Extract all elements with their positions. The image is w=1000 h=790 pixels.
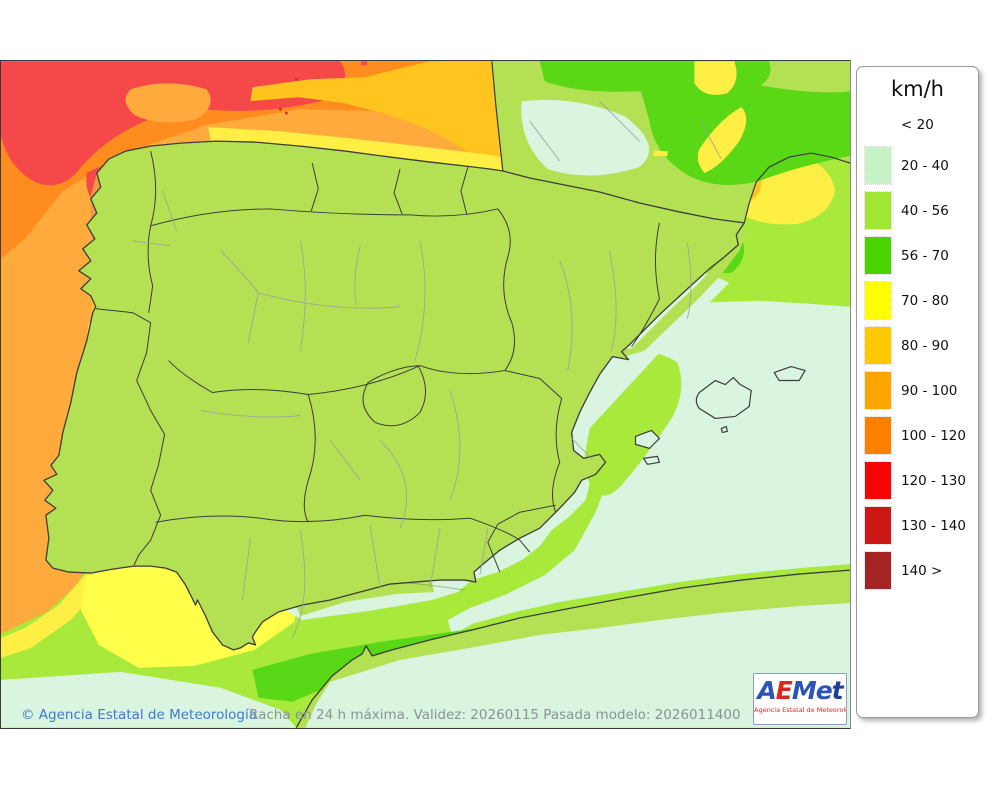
legend-row: 90 - 100 bbox=[864, 371, 978, 410]
mallorca bbox=[695, 376, 752, 420]
aemet-logo: AEMet Agencia Estatal de Meteorología bbox=[753, 673, 847, 725]
legend-swatch bbox=[864, 236, 892, 275]
legend-swatch bbox=[864, 191, 892, 230]
aemet-logo-letter: A bbox=[757, 676, 776, 705]
legend-row: 80 - 90 bbox=[864, 326, 978, 365]
ibiza bbox=[634, 429, 661, 449]
sea-med-mint bbox=[447, 300, 850, 636]
legend-swatch bbox=[864, 146, 892, 185]
cabrera bbox=[720, 425, 728, 434]
legend-label: 70 - 80 bbox=[901, 292, 949, 309]
legend-label: 90 - 100 bbox=[901, 382, 958, 399]
legend-row: 20 - 40 bbox=[864, 146, 978, 185]
copyright-text: © Agencia Estatal de Meteorología bbox=[21, 707, 258, 723]
formentera bbox=[642, 455, 661, 465]
sea-yellow-band-north bbox=[208, 127, 503, 172]
map-caption: Racha en 24 h máxima. Validez: 20260115 … bbox=[249, 707, 741, 723]
legend-title: km/h bbox=[890, 77, 944, 101]
legend-label: < 20 bbox=[901, 117, 934, 133]
legend-label: 20 - 40 bbox=[901, 157, 949, 174]
aemet-logo-letter: E bbox=[775, 676, 793, 705]
legend-row: 120 - 130 bbox=[864, 461, 978, 500]
balearic-islands bbox=[634, 365, 806, 465]
aemet-logo-letter: t bbox=[831, 676, 844, 705]
france-yellow-1 bbox=[694, 61, 737, 95]
legend-label: 80 - 90 bbox=[901, 337, 949, 354]
france-yellow-2 bbox=[697, 107, 747, 174]
legend-label: 130 - 140 bbox=[901, 517, 966, 534]
legend-row: 130 - 140 bbox=[864, 506, 978, 545]
legend-swatch bbox=[864, 281, 892, 320]
sea-sw-mint bbox=[1, 671, 297, 728]
malaga-coast-band bbox=[295, 582, 434, 616]
map-frame: © Agencia Estatal de Meteorología Racha … bbox=[0, 60, 851, 729]
legend-row: 100 - 120 bbox=[864, 416, 978, 455]
france-green-east bbox=[639, 80, 850, 185]
legend-swatch bbox=[864, 551, 892, 590]
legend-rows: < 20 20 - 40 40 - 56 56 - 70 70 - 80 80 - 90 9… bbox=[857, 113, 978, 590]
legend-row: 70 - 80 bbox=[864, 281, 978, 320]
legend-row: 56 - 70 bbox=[864, 236, 978, 275]
sea-red-hole-orange bbox=[125, 83, 211, 123]
legend-panel: km/h < 20 20 - 40 40 - 56 56 - 70 70 - 80 80 … bbox=[856, 66, 979, 718]
legend-swatch bbox=[864, 461, 892, 500]
africa-coastline bbox=[295, 569, 850, 728]
aemet-logo-subtitle: Agencia Estatal de Meteorología bbox=[754, 706, 846, 714]
menorca bbox=[773, 365, 806, 382]
legend-row: 140 > bbox=[864, 551, 978, 590]
region-borders bbox=[95, 150, 660, 573]
legend-row: 40 - 56 bbox=[864, 191, 978, 230]
legend-label: 120 - 130 bbox=[901, 472, 966, 489]
legend-swatch bbox=[864, 371, 892, 410]
sea-gold-band bbox=[250, 61, 502, 170]
africa-mint bbox=[305, 603, 850, 728]
legend-swatch bbox=[864, 506, 892, 545]
legend-label: 40 - 56 bbox=[901, 202, 949, 219]
france-coastline bbox=[491, 61, 850, 224]
legend-swatch bbox=[864, 416, 892, 455]
province-borders bbox=[132, 100, 722, 639]
legend-row: < 20 bbox=[865, 113, 978, 137]
legend-label: 56 - 70 bbox=[901, 247, 949, 264]
aemet-logo-letter: M bbox=[791, 676, 817, 705]
aemet-logo-letter: e bbox=[815, 676, 833, 705]
legend-label: 140 > bbox=[901, 562, 943, 579]
wind-gust-map-svg bbox=[1, 61, 850, 728]
legend-label: 100 - 120 bbox=[901, 427, 966, 444]
legend-swatch bbox=[864, 326, 892, 365]
aemet-logo-letters: AEMet bbox=[754, 676, 846, 706]
